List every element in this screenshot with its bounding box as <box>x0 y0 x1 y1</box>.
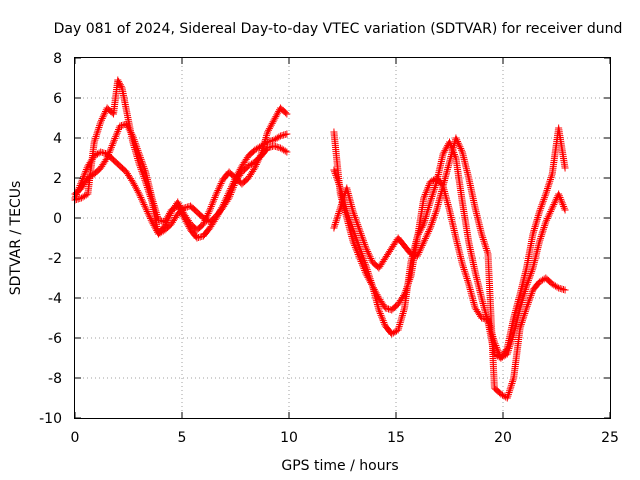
data-series-3 <box>71 120 291 242</box>
chart-title: Day 081 of 2024, Sidereal Day-to-day VTE… <box>54 21 623 37</box>
x-tick-label: 20 <box>494 430 512 446</box>
x-tick-label: 0 <box>71 430 80 446</box>
x-axis-title: GPS time / hours <box>281 458 398 474</box>
data-points <box>71 76 569 402</box>
data-series-6 <box>330 134 569 402</box>
plot-frame <box>74 57 611 419</box>
series-markers <box>71 120 291 242</box>
y-tick-label: 6 <box>53 91 62 107</box>
x-tick-label: 25 <box>601 430 619 446</box>
x-tick-label: 5 <box>178 430 187 446</box>
series-markers <box>71 142 291 238</box>
y-axis-title: SDTVAR / TECUs <box>8 181 24 296</box>
y-tick-label: 8 <box>53 51 62 67</box>
y-tick-label: -10 <box>39 411 62 427</box>
data-series-1 <box>71 142 291 238</box>
y-tick-label: 2 <box>53 171 62 187</box>
axis-ticks: 0 5 10 15 20 25 -10 -8 -6 -4 -2 0 2 4 6 8 <box>39 51 619 446</box>
x-tick-label: 10 <box>280 430 298 446</box>
y-tick-label: -8 <box>48 371 62 387</box>
x-tick-label: 15 <box>387 430 405 446</box>
y-tick-label: -6 <box>48 331 62 347</box>
y-tick-label: 0 <box>53 211 62 227</box>
y-tick-label: -2 <box>48 251 62 267</box>
y-tick-label: -4 <box>48 291 62 307</box>
y-tick-label: 4 <box>53 131 62 147</box>
series-markers <box>330 134 569 402</box>
